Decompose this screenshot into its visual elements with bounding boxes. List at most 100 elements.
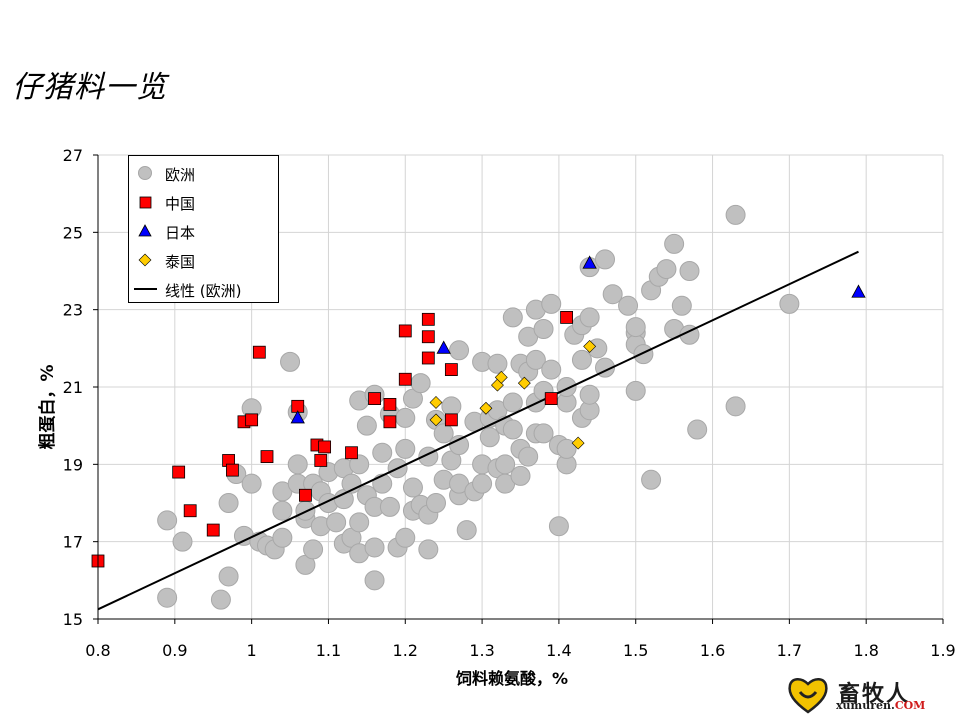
data-point-europe bbox=[602, 284, 623, 305]
data-point-thailand bbox=[517, 376, 531, 390]
data-point-china bbox=[226, 463, 239, 477]
data-point-europe bbox=[372, 473, 393, 494]
data-point-china bbox=[206, 523, 220, 537]
x-tick-label: 1.3 bbox=[469, 641, 494, 660]
x-axis-label: 饲料赖氨酸，% bbox=[455, 669, 568, 688]
data-point-china bbox=[383, 397, 397, 411]
data-point-europe bbox=[725, 204, 746, 225]
x-tick-label: 1.7 bbox=[777, 641, 802, 660]
data-point-europe bbox=[502, 419, 523, 440]
data-point-china bbox=[544, 392, 558, 406]
data-point-europe bbox=[157, 587, 178, 608]
data-point-europe bbox=[456, 520, 477, 541]
data-point-china bbox=[299, 488, 312, 502]
data-point-china bbox=[245, 413, 259, 427]
data-point-china bbox=[444, 413, 458, 427]
legend-label: 欧洲 bbox=[165, 166, 196, 184]
data-point-europe bbox=[326, 512, 347, 533]
data-point-europe bbox=[218, 493, 239, 513]
data-point-europe bbox=[402, 477, 423, 498]
data-point-europe bbox=[303, 539, 324, 560]
diamond-marker-icon bbox=[138, 253, 152, 267]
x-tick-label: 1.1 bbox=[316, 641, 341, 660]
x-tick-label: 0.9 bbox=[162, 641, 187, 660]
legend-item-thailand: 泰国 bbox=[129, 250, 278, 271]
x-tick-label: 1.4 bbox=[546, 641, 571, 660]
data-point-europe bbox=[533, 319, 554, 339]
x-tick-label: 0.8 bbox=[85, 641, 110, 660]
y-tick-label: 17 bbox=[63, 533, 83, 552]
data-point-europe bbox=[556, 438, 577, 459]
data-point-europe bbox=[395, 527, 416, 548]
data-point-europe bbox=[510, 465, 531, 486]
data-point-europe bbox=[349, 454, 370, 475]
data-point-europe bbox=[633, 344, 654, 365]
data-point-europe bbox=[502, 392, 523, 413]
data-point-europe bbox=[356, 415, 377, 436]
data-point-europe bbox=[395, 407, 416, 428]
x-tick-label: 1 bbox=[247, 641, 257, 660]
data-point-china bbox=[260, 450, 274, 464]
data-point-china bbox=[398, 372, 412, 386]
slide-title: 仔猪料一览 bbox=[12, 70, 167, 105]
data-point-europe bbox=[441, 396, 462, 417]
square-marker-icon bbox=[139, 196, 152, 209]
data-point-thailand bbox=[479, 401, 493, 415]
data-point-europe bbox=[210, 589, 231, 610]
data-point-europe bbox=[656, 259, 677, 280]
data-point-china bbox=[314, 454, 328, 467]
data-point-europe bbox=[779, 293, 800, 314]
data-point-europe bbox=[433, 423, 454, 444]
data-point-europe bbox=[287, 454, 308, 475]
data-point-japan bbox=[290, 410, 305, 424]
data-point-europe bbox=[449, 340, 470, 361]
x-tick-label: 1.8 bbox=[853, 641, 878, 660]
data-point-europe bbox=[280, 351, 301, 372]
data-point-china bbox=[444, 363, 458, 377]
logo-domain-tld: COM bbox=[894, 699, 926, 712]
data-point-europe bbox=[241, 473, 262, 494]
y-tick-label: 19 bbox=[63, 455, 83, 474]
y-axis-label: 粗蛋白，% bbox=[37, 364, 58, 449]
triangle-marker-icon bbox=[138, 224, 152, 237]
data-point-thailand bbox=[494, 370, 508, 384]
x-tick-label: 1.6 bbox=[700, 641, 725, 660]
data-point-europe bbox=[671, 295, 692, 316]
x-tick-label: 1.9 bbox=[930, 641, 955, 660]
data-point-europe bbox=[625, 317, 646, 338]
data-point-europe bbox=[272, 527, 293, 548]
data-point-china bbox=[368, 392, 381, 406]
data-point-europe bbox=[495, 454, 516, 475]
data-point-europe bbox=[725, 396, 746, 417]
trendline-layer bbox=[97, 250, 859, 611]
data-point-europe bbox=[364, 570, 385, 591]
data-point-europe bbox=[372, 442, 393, 463]
data-point-china bbox=[318, 440, 332, 454]
data-point-china bbox=[345, 446, 358, 460]
legend-item-china: 中国 bbox=[129, 192, 278, 213]
data-point-europe bbox=[687, 419, 708, 440]
logo-domain-main: xumuren. bbox=[836, 699, 895, 712]
trendline bbox=[97, 250, 859, 611]
y-tick-label: 21 bbox=[63, 378, 83, 397]
line-marker-icon bbox=[134, 288, 157, 290]
xumuren-logo: 畜牧人 xumuren.COM bbox=[786, 672, 956, 716]
data-point-europe bbox=[410, 373, 431, 394]
data-points bbox=[157, 204, 800, 610]
data-point-china bbox=[421, 312, 435, 326]
data-point-europe bbox=[556, 377, 577, 397]
data-point-europe bbox=[533, 423, 554, 444]
data-point-europe bbox=[272, 500, 293, 521]
data-point-japan bbox=[851, 284, 866, 298]
data-point-europe bbox=[548, 516, 569, 537]
y-tick-label: 23 bbox=[63, 301, 83, 320]
data-point-europe bbox=[525, 349, 546, 370]
legend-label: 泰国 bbox=[165, 253, 196, 271]
data-point-china bbox=[398, 324, 412, 338]
data-point-europe bbox=[595, 249, 615, 270]
data-point-europe bbox=[379, 496, 400, 517]
data-point-china bbox=[421, 330, 435, 344]
data-point-europe bbox=[641, 469, 662, 490]
data-point-europe bbox=[571, 349, 592, 370]
